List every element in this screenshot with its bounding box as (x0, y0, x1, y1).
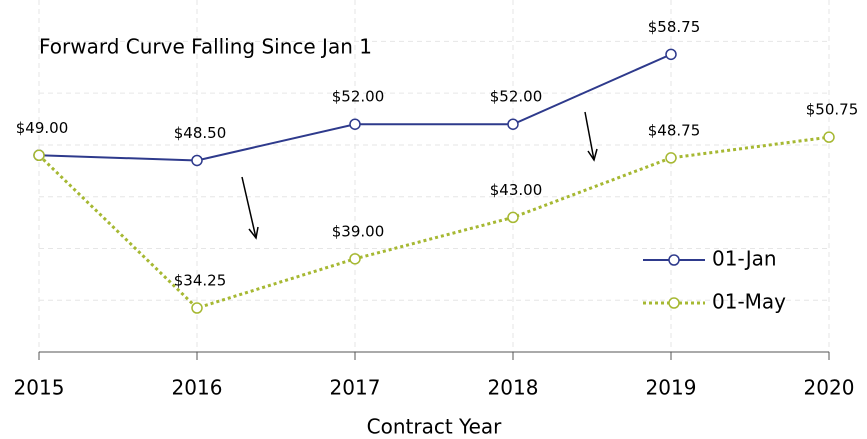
data-label: $48.75 (648, 121, 701, 139)
marker (191, 154, 203, 167)
x-tick-label: 2018 (488, 376, 539, 400)
marker (33, 149, 45, 162)
x-axis-label: Contract Year (367, 415, 503, 439)
legend-marker (668, 297, 680, 309)
x-tick-label: 2020 (804, 376, 855, 400)
arrow (241, 176, 257, 239)
arrow (584, 111, 595, 161)
data-label: $49.00 (16, 119, 69, 137)
arrow-head (587, 148, 598, 162)
arrow-head (248, 226, 259, 240)
series-line (37, 135, 830, 310)
marker (507, 118, 519, 130)
marker (349, 253, 361, 265)
marker (349, 118, 361, 130)
x-tick-label: 2016 (172, 376, 223, 400)
marker (191, 302, 203, 314)
x-tick-label: 2019 (646, 376, 697, 400)
marker (665, 152, 677, 164)
data-label: $50.75 (806, 101, 859, 119)
x-tick-label: 2015 (14, 376, 65, 400)
x-tick-label: 2017 (330, 376, 381, 400)
legend-label: 01-Jan (712, 247, 777, 271)
data-label: $52.00 (332, 88, 385, 106)
marker (665, 48, 677, 61)
data-label: $34.25 (174, 272, 227, 290)
data-label: $43.00 (490, 181, 543, 199)
data-label: $52.00 (490, 88, 543, 106)
marker (823, 131, 835, 143)
data-label: $58.75 (648, 18, 701, 36)
legend-marker (668, 254, 680, 266)
annotation-arrows (241, 111, 598, 240)
legend-label: 01-May (712, 290, 786, 314)
marker (507, 211, 519, 224)
data-label: $39.00 (332, 222, 385, 240)
data-label: $48.50 (174, 124, 227, 142)
chart-title: Forward Curve Falling Since Jan 1 (39, 35, 372, 59)
